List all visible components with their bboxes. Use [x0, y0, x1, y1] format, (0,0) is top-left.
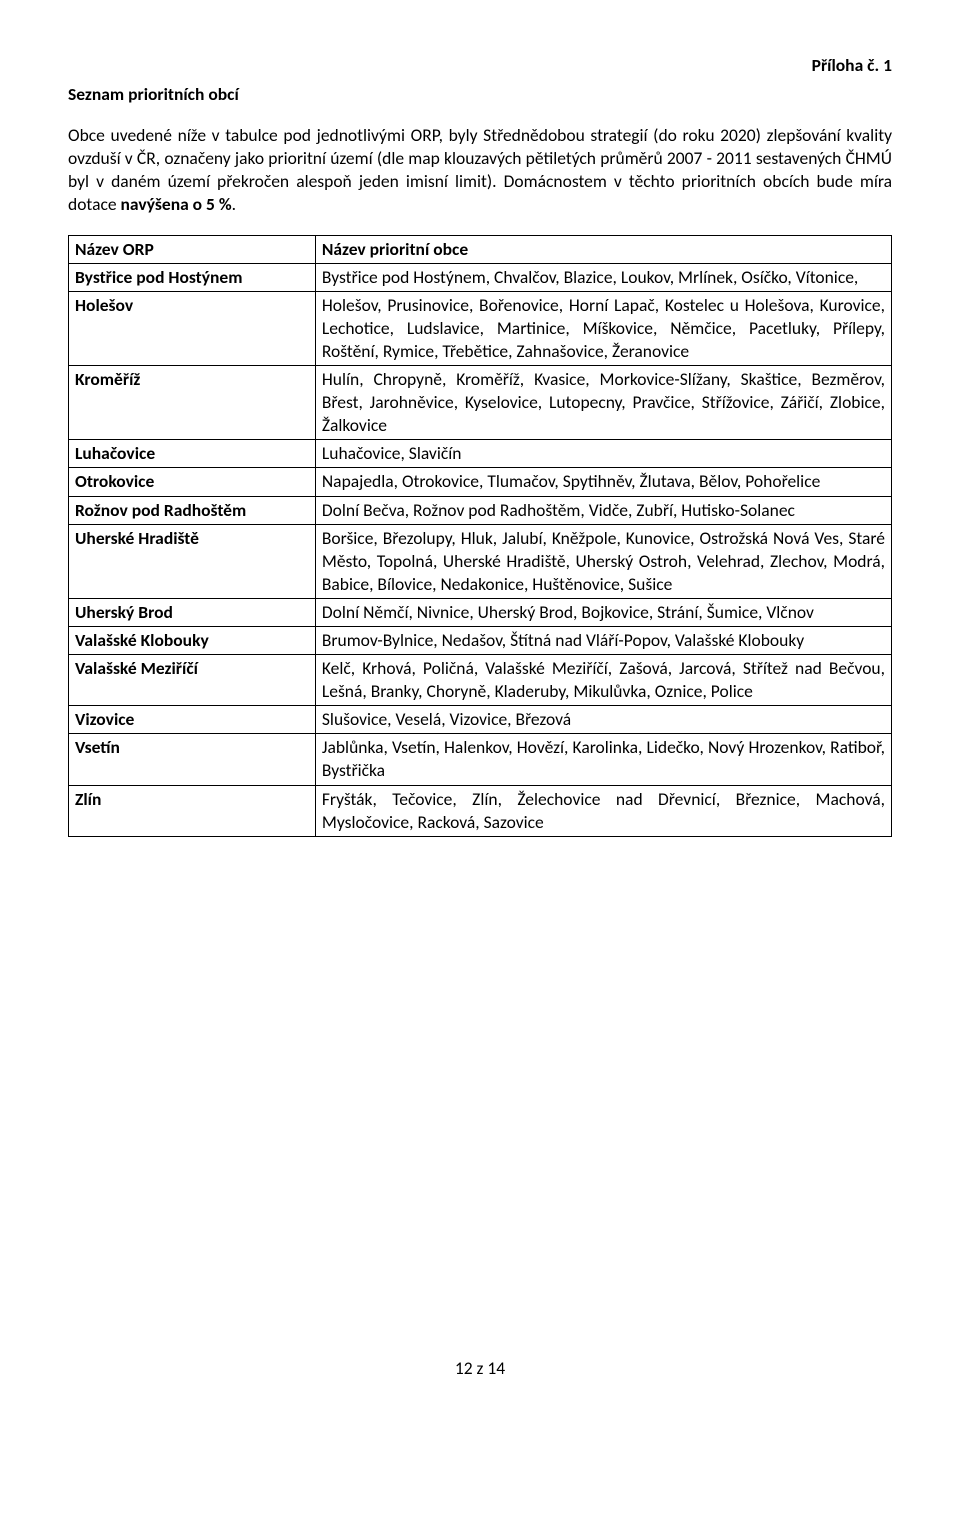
table-row: OtrokoviceNapajedla, Otrokovice, Tlumačo…	[69, 468, 892, 496]
intro-text-suffix: .	[232, 193, 236, 215]
intro-paragraph: Obce uvedené níže v tabulce pod jednotli…	[68, 124, 892, 216]
table-row: Bystřice pod HostýnemBystřice pod Hostýn…	[69, 263, 892, 291]
table-row: Valašské MeziříčíKelč, Krhová, Poličná, …	[69, 655, 892, 706]
orp-cell: Otrokovice	[69, 468, 316, 496]
orp-cell: Uherské Hradiště	[69, 524, 316, 598]
table-row: Rožnov pod RadhoštěmDolní Bečva, Rožnov …	[69, 496, 892, 524]
intro-text-bold: navýšena o 5 %	[121, 193, 232, 215]
orp-cell: Holešov	[69, 291, 316, 365]
priority-municipalities-table: Název ORPNázev prioritní obceBystřice po…	[68, 235, 892, 837]
obce-cell: Fryšták, Tečovice, Zlín, Želechovice nad…	[315, 785, 891, 836]
table-row: VsetínJablůnka, Vsetín, Halenkov, Hovězí…	[69, 734, 892, 785]
table-row: HolešovHolešov, Prusinovice, Bořenovice,…	[69, 291, 892, 365]
orp-cell: Rožnov pod Radhoštěm	[69, 496, 316, 524]
attachment-label: Příloha č. 1	[68, 54, 892, 77]
table-row: Valašské KloboukyBrumov-Bylnice, Nedašov…	[69, 626, 892, 654]
col-header-orp: Název ORP	[69, 235, 316, 263]
orp-cell: Vsetín	[69, 734, 316, 785]
table-row: VizoviceSlušovice, Veselá, Vizovice, Bře…	[69, 706, 892, 734]
table-header-row: Název ORPNázev prioritní obce	[69, 235, 892, 263]
obce-cell: Jablůnka, Vsetín, Halenkov, Hovězí, Karo…	[315, 734, 891, 785]
orp-cell: Luhačovice	[69, 440, 316, 468]
obce-cell: Brumov-Bylnice, Nedašov, Štítná nad Vlář…	[315, 626, 891, 654]
orp-cell: Kroměříž	[69, 366, 316, 440]
table-row: LuhačoviceLuhačovice, Slavičín	[69, 440, 892, 468]
obce-cell: Holešov, Prusinovice, Bořenovice, Horní …	[315, 291, 891, 365]
orp-cell: Valašské Klobouky	[69, 626, 316, 654]
page-number: 12 z 14	[68, 1357, 892, 1380]
col-header-obce: Název prioritní obce	[315, 235, 891, 263]
obce-cell: Napajedla, Otrokovice, Tlumačov, Spytihn…	[315, 468, 891, 496]
table-row: Uherský BrodDolní Němčí, Nivnice, Uhersk…	[69, 598, 892, 626]
obce-cell: Dolní Bečva, Rožnov pod Radhoštěm, Vidče…	[315, 496, 891, 524]
obce-cell: Slušovice, Veselá, Vizovice, Březová	[315, 706, 891, 734]
obce-cell: Boršice, Březolupy, Hluk, Jalubí, Kněžpo…	[315, 524, 891, 598]
page-heading: Seznam prioritních obcí	[68, 83, 892, 106]
obce-cell: Bystřice pod Hostýnem, Chvalčov, Blazice…	[315, 263, 891, 291]
orp-cell: Bystřice pod Hostýnem	[69, 263, 316, 291]
table-row: ZlínFryšták, Tečovice, Zlín, Želechovice…	[69, 785, 892, 836]
orp-cell: Zlín	[69, 785, 316, 836]
orp-cell: Uherský Brod	[69, 598, 316, 626]
obce-cell: Hulín, Chropyně, Kroměříž, Kvasice, Mork…	[315, 366, 891, 440]
orp-cell: Vizovice	[69, 706, 316, 734]
obce-cell: Luhačovice, Slavičín	[315, 440, 891, 468]
obce-cell: Kelč, Krhová, Poličná, Valašské Meziříčí…	[315, 655, 891, 706]
orp-cell: Valašské Meziříčí	[69, 655, 316, 706]
document-page: Příloha č. 1 Seznam prioritních obcí Obc…	[0, 0, 960, 1420]
obce-cell: Dolní Němčí, Nivnice, Uherský Brod, Bojk…	[315, 598, 891, 626]
table-row: KroměřížHulín, Chropyně, Kroměříž, Kvasi…	[69, 366, 892, 440]
table-row: Uherské HradištěBoršice, Březolupy, Hluk…	[69, 524, 892, 598]
